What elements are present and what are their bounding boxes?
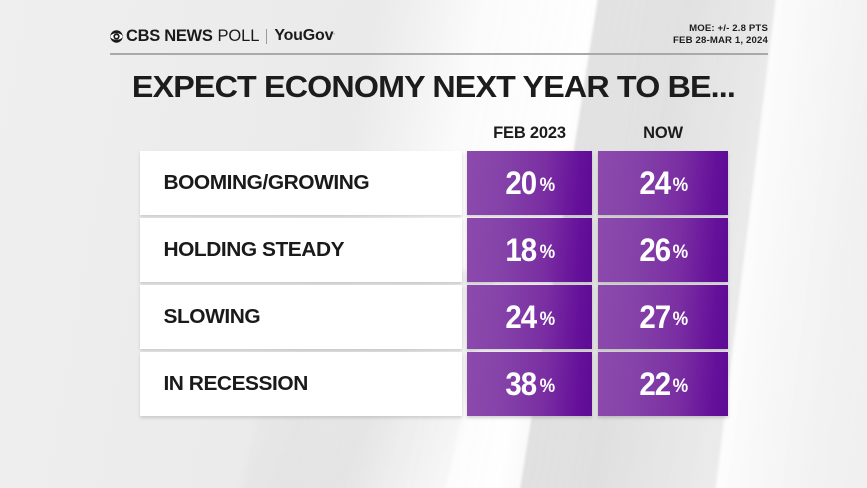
table-row: BOOMING/GROWING 20% 24%: [140, 151, 728, 215]
percent-sign: %: [672, 174, 689, 196]
row-label-cell: HOLDING STEADY: [140, 218, 462, 282]
column-header-feb-2023: FEB 2023: [493, 124, 566, 142]
page-title: EXPECT ECONOMY NEXT YEAR TO BE...: [131, 69, 736, 104]
column-header-now: NOW: [643, 124, 683, 142]
brand-poll-word: POLL: [217, 26, 260, 45]
row-value-cell-now: 22%: [598, 352, 728, 416]
field-dates: FEB 28-MAR 1, 2024: [673, 34, 768, 46]
percent-sign: %: [539, 308, 555, 330]
row-value-number: 24: [638, 164, 671, 201]
row-value-cell-now: 26%: [598, 218, 728, 282]
row-value-cell-feb-2023: 24%: [467, 285, 592, 349]
row-label-cell: BOOMING/GROWING: [140, 151, 462, 215]
row-label: BOOMING/GROWING: [163, 171, 370, 194]
table-column-headers: FEB 2023 NOW: [140, 124, 728, 151]
percent-sign: %: [539, 174, 555, 196]
row-value-number: 20: [505, 164, 537, 201]
row-value-number: 18: [505, 231, 537, 268]
row-value-number: 26: [638, 231, 671, 268]
row-value-cell-feb-2023: 18%: [467, 218, 592, 282]
percent-sign: %: [672, 375, 689, 397]
row-value-number: 24: [505, 298, 537, 335]
row-label: IN RECESSION: [163, 372, 308, 395]
row-value-cell-now: 24%: [598, 151, 728, 215]
table-row: SLOWING 24% 27%: [140, 285, 728, 349]
row-label: HOLDING STEADY: [163, 238, 345, 261]
row-value-cell-now: 27%: [598, 285, 728, 349]
brand-partner-mark: ’: [333, 32, 335, 40]
row-label-cell: SLOWING: [140, 285, 462, 349]
row-value-cell-feb-2023: 38%: [467, 352, 592, 416]
percent-sign: %: [672, 241, 689, 263]
row-label-cell: IN RECESSION: [140, 352, 462, 416]
cbs-eye-icon: [110, 29, 123, 43]
table-row: IN RECESSION 38% 22%: [140, 352, 728, 416]
row-value-number: 38: [505, 365, 537, 402]
header-divider: [110, 53, 768, 55]
row-value-number: 22: [638, 365, 671, 402]
brand-network: CBS NEWS: [126, 26, 213, 45]
brand-partner: YouGov: [274, 27, 334, 44]
header-bar: CBS NEWS POLL YouGov ’ MOE: +/- 2.8 PTS …: [110, 23, 768, 51]
methodology-block: MOE: +/- 2.8 PTS FEB 28-MAR 1, 2024: [673, 23, 768, 46]
table-row: HOLDING STEADY 18% 26%: [140, 218, 728, 282]
percent-sign: %: [672, 308, 689, 330]
brand-divider: [266, 28, 268, 44]
percent-sign: %: [539, 241, 555, 263]
row-value-number: 27: [638, 298, 671, 335]
row-value-cell-feb-2023: 20%: [467, 151, 592, 215]
results-table: FEB 2023 NOW BOOMING/GROWING 20% 24% HOL…: [140, 124, 728, 416]
brand-lockup: CBS NEWS POLL YouGov ’: [110, 25, 335, 47]
row-label: SLOWING: [163, 305, 261, 328]
margin-of-error: MOE: +/- 2.8 PTS: [689, 23, 768, 34]
percent-sign: %: [539, 375, 555, 397]
